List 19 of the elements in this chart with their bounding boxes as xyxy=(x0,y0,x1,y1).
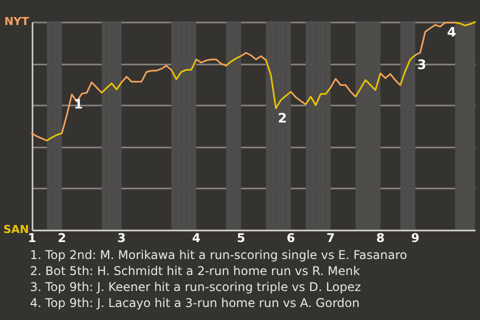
x-tick-label: 8 xyxy=(376,231,385,245)
annotation: 3 xyxy=(417,58,426,74)
annotation: 1 xyxy=(74,97,83,112)
x-tick-label: 4 xyxy=(192,231,200,245)
text: 2. Bot 5th: H. Schmidt hit a 2-run home run vs R. Menk xyxy=(30,263,361,279)
x-tick-label: 9 xyxy=(411,231,420,245)
text: 4. Top 9th: J. Lacayo hit a 3-run home run vs A. Gordon xyxy=(30,295,361,311)
annotation: 2 xyxy=(278,111,287,126)
text: 3. Top 9th: J. Keener hit a run-scoring triple vs D. Lopez xyxy=(30,279,362,295)
x-tick-label: 7 xyxy=(326,231,335,245)
x-tick-label: 6 xyxy=(286,231,296,245)
x-tick-label: 2 xyxy=(58,231,66,245)
text: SAN xyxy=(3,223,29,236)
x-tick-label: 1 xyxy=(28,231,36,245)
annotation: 4 xyxy=(447,26,456,41)
x-tick-label: 5 xyxy=(236,231,246,245)
x-tick-label: 3 xyxy=(117,231,126,245)
text: NYT xyxy=(4,15,30,28)
text: 1. Top 2nd: M. Morikawa hit a run-scoring single vs E. Fasanaro xyxy=(30,247,408,263)
